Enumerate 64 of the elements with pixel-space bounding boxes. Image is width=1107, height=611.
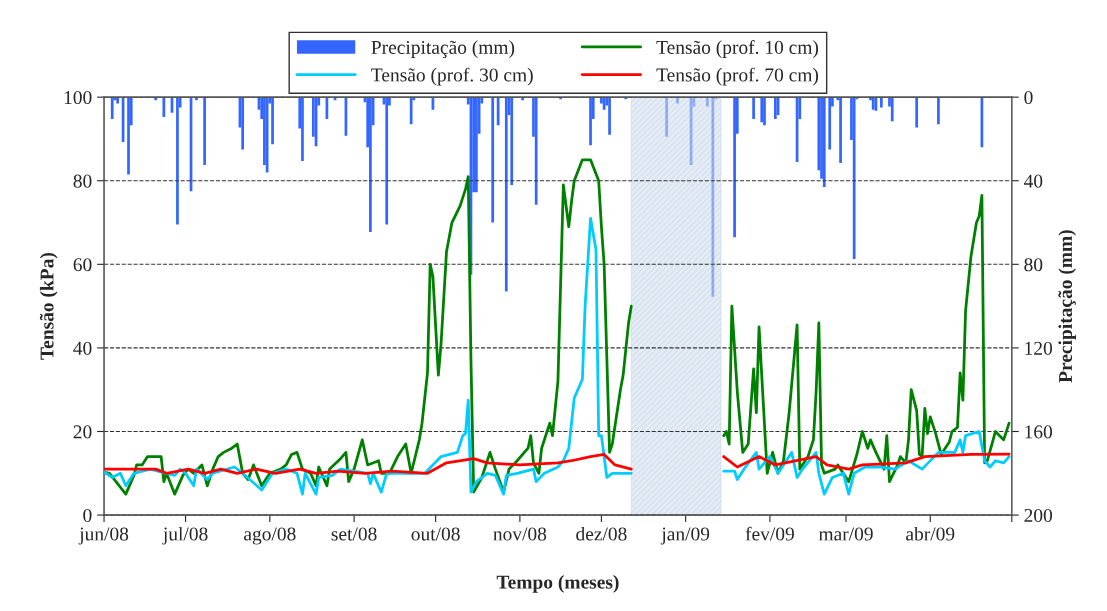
bar (706, 97, 709, 107)
y-tick-label: 20 (73, 425, 92, 439)
bar (879, 97, 883, 108)
bar (203, 97, 206, 166)
y-tick-label: 80 (73, 174, 92, 188)
y2-axis-title: Precipitação (mm) (1058, 230, 1076, 383)
bar (852, 97, 856, 260)
x-tick-label: jun/08 (78, 527, 129, 545)
bar (828, 97, 832, 150)
bar (491, 97, 495, 223)
y-tick-label: 100 (64, 90, 92, 105)
x-tick-label: fev/09 (745, 526, 794, 541)
bar (589, 97, 592, 146)
x-tick-label: jul/08 (162, 526, 208, 545)
bar (665, 97, 668, 137)
legend-label: Tensão (prof. 30 cm) (371, 67, 533, 86)
bar (176, 97, 179, 225)
y-tick-label: 0 (83, 508, 92, 523)
bar (711, 97, 715, 297)
bar (822, 97, 826, 187)
bar (733, 97, 736, 238)
bar (369, 97, 372, 232)
x-tick-label: mar/09 (818, 527, 873, 541)
x-tick-label: ago/08 (244, 527, 296, 545)
bar (510, 97, 514, 185)
y2-tick-label: 0 (1024, 90, 1033, 105)
bar (475, 97, 478, 193)
bar (839, 97, 842, 163)
bar (385, 97, 389, 225)
bar (915, 97, 919, 128)
bar (127, 97, 130, 175)
y-axis-title: Tensão (kPa) (39, 253, 58, 360)
bar (534, 97, 538, 205)
x-tick-label: dez/08 (576, 526, 627, 541)
bar (763, 97, 766, 126)
bar (110, 97, 114, 120)
bar (504, 97, 508, 292)
legend-label: Precipitação (mm) (371, 40, 515, 58)
bar (890, 97, 894, 122)
bar (773, 97, 777, 120)
bar (752, 97, 755, 120)
bar (301, 97, 304, 161)
bar (271, 97, 274, 145)
bar (760, 97, 764, 123)
y2-tick-label: 160 (1025, 425, 1053, 439)
x-tick-label: set/08 (331, 527, 377, 541)
legend-label: Tensão (prof. 70 cm) (656, 67, 819, 86)
bar (162, 97, 166, 117)
y2-tick-label: 40 (1023, 174, 1043, 188)
y2-tick-label: 200 (1024, 508, 1053, 523)
x-axis-title: Tempo (meses) (496, 575, 619, 593)
bar (608, 97, 611, 135)
x-tick-label: nov/08 (493, 527, 547, 541)
bar (937, 97, 940, 125)
x-tick-label: out/08 (411, 527, 460, 541)
bar (409, 97, 413, 125)
bar (241, 97, 245, 150)
y2-tick-label: 80 (1024, 258, 1043, 272)
x-tick-label: jan/09 (660, 527, 710, 545)
y2-tick-label: 120 (1025, 341, 1053, 355)
legend-label: Tensão (prof. 10 cm) (656, 40, 819, 58)
x-tick-label: abr/09 (906, 526, 955, 541)
y-tick-label: 60 (73, 258, 92, 272)
y-tick-label: 40 (73, 341, 92, 355)
